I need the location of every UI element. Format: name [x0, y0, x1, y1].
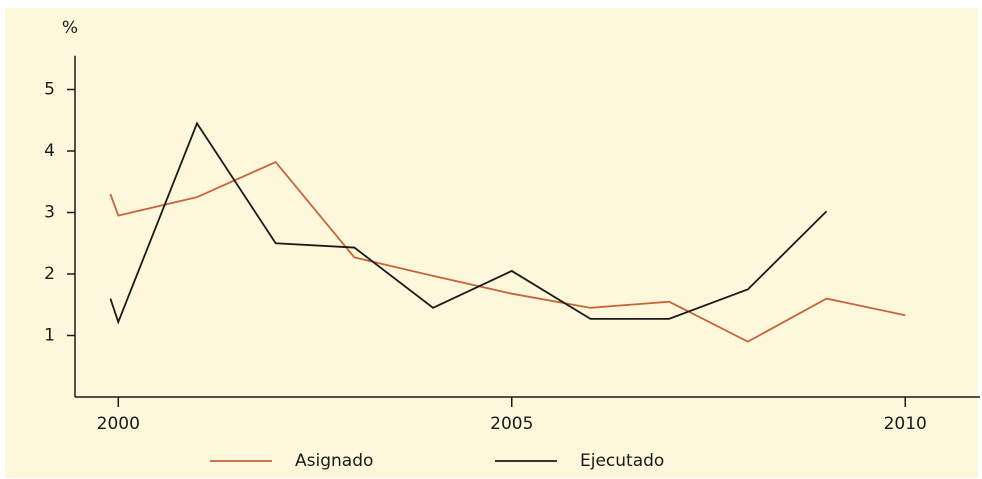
legend-label: Ejecutado	[580, 451, 664, 471]
x-tick-label: 2005	[490, 414, 533, 434]
legend-label: Asignado	[295, 451, 373, 471]
x-tick-label: 2000	[97, 414, 140, 434]
plot-background	[5, 8, 978, 478]
y-tick-label: 4	[44, 141, 55, 161]
y-axis-label: %	[62, 18, 78, 38]
y-tick-label: 3	[44, 203, 55, 223]
y-tick-label: 2	[44, 264, 55, 284]
series-line	[109, 121, 828, 325]
y-tick-label: 1	[44, 326, 55, 346]
x-tick-label: 2010	[884, 414, 927, 434]
series-line	[109, 160, 906, 343]
y-tick-label: 5	[44, 80, 55, 100]
